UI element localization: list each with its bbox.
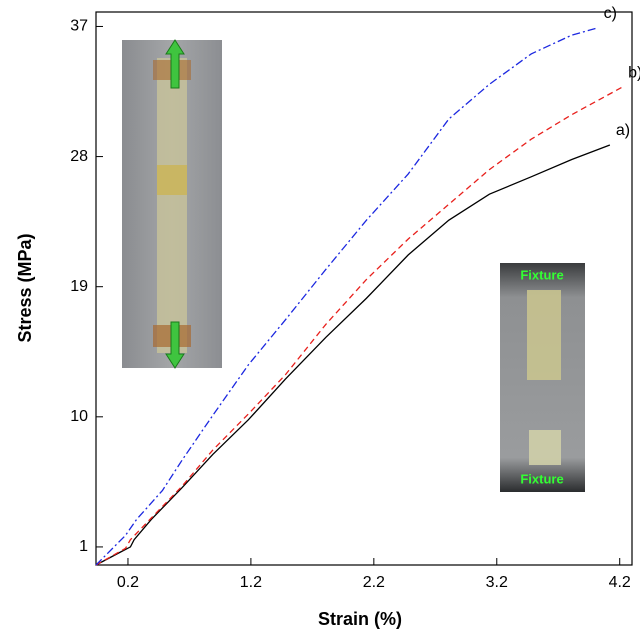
inset-photo-right: Fixture Fixture (500, 263, 585, 492)
x-tick-label: 1.2 (240, 574, 262, 591)
x-tick-label: 2.2 (363, 574, 385, 591)
y-tick-label: 1 (79, 538, 88, 555)
line-series (95, 86, 623, 566)
plot-frame (95, 11, 633, 566)
inset-label: Fixture (520, 267, 563, 282)
line-series (95, 144, 611, 566)
y-tick-label: 28 (70, 148, 88, 165)
x-tick-label: 0.2 (117, 574, 139, 591)
x-axis-label: Strain (%) (318, 609, 402, 629)
inset-label: Fixture (520, 471, 563, 486)
line-series (95, 27, 598, 566)
x-tick-label: 3.2 (486, 574, 508, 591)
x-tick-label: 4.2 (609, 574, 631, 591)
y-axis-label: Stress (MPa) (15, 233, 35, 342)
y-tick-label: 10 (70, 408, 88, 425)
series-label: c) (604, 5, 617, 22)
y-tick-label: 37 (70, 18, 88, 35)
y-tick-label: 19 (70, 278, 88, 295)
inset-photo-left (122, 39, 222, 369)
series-label: b) (628, 64, 640, 81)
series-label: a) (616, 122, 630, 139)
